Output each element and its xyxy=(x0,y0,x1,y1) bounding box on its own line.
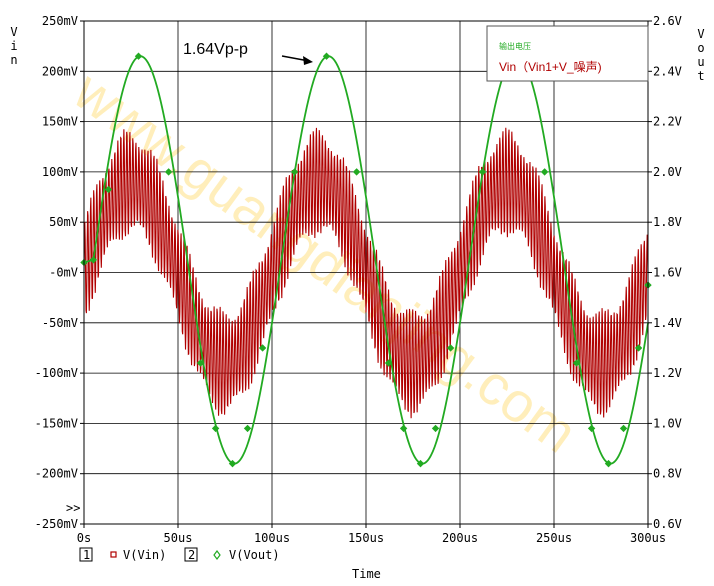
x-tick-label: 300us xyxy=(630,531,666,545)
x-axis-label: Time xyxy=(352,567,381,581)
vout-point xyxy=(89,256,98,264)
x-tick-label: 150us xyxy=(348,531,384,545)
vout-point xyxy=(446,344,455,352)
inset-legend: 输出电压 Vin（Vin1+V_噪声) xyxy=(486,25,649,82)
right-tick-label: 2.6V xyxy=(653,14,682,28)
left-tick-label: 200mV xyxy=(42,64,78,78)
series-vin xyxy=(83,127,649,419)
annotation-arrow xyxy=(281,55,313,65)
left-tick-label: -150mV xyxy=(35,416,78,430)
right-tick-label: 2.4V xyxy=(653,64,682,78)
vout-point xyxy=(164,168,173,176)
legend-index-box-1 xyxy=(79,547,93,562)
vout-point xyxy=(572,359,581,367)
legend-marker-vin xyxy=(110,551,117,558)
vin-line xyxy=(83,127,649,419)
right-tick-label: 2.0V xyxy=(653,165,682,179)
vout-point xyxy=(134,52,143,60)
right-tick-label: 1.0V xyxy=(653,416,682,430)
bottom-legend: 1 V(Vin) 2 V(Vout) xyxy=(79,547,280,562)
vout-point xyxy=(228,459,237,468)
right-tick-label: 1.6V xyxy=(653,266,682,280)
left-tick-label: -0mV xyxy=(49,266,78,280)
left-tick-label: 150mV xyxy=(42,115,78,129)
x-tick-label: 0s xyxy=(77,531,91,545)
vout-point xyxy=(384,359,393,367)
vout-point xyxy=(104,185,113,194)
vout-point xyxy=(243,424,252,433)
right-tick-label: 2.2V xyxy=(653,115,682,129)
vout-point xyxy=(399,424,408,433)
left-tick-label: 100mV xyxy=(42,165,78,179)
vout-point xyxy=(587,424,596,433)
grid xyxy=(84,21,648,524)
right-tick-label: 0.8V xyxy=(653,467,682,481)
vout-point xyxy=(196,359,205,367)
right-tick-label: 1.8V xyxy=(653,215,682,229)
x-tick-label: 200us xyxy=(442,531,478,545)
right-tick-label: 0.6V xyxy=(653,517,682,531)
vout-point xyxy=(431,424,440,433)
left-tick-label: 50mV xyxy=(49,215,78,229)
vout-point xyxy=(258,344,267,352)
vout-point xyxy=(211,424,220,433)
right-tick-label: 1.4V xyxy=(653,316,682,330)
inset-legend-line2: Vin（Vin1+V_噪声) xyxy=(499,60,602,74)
left-tick-label: -250mV xyxy=(35,517,78,531)
legend-index-2: 2 xyxy=(188,548,195,562)
vout-point xyxy=(540,168,549,176)
watermark: www.guangdianjing.com xyxy=(62,58,588,465)
vout-line xyxy=(83,55,649,465)
x-tick-label: 100us xyxy=(254,531,290,545)
vout-point xyxy=(416,459,425,468)
vout-point xyxy=(619,424,628,433)
vout-point xyxy=(634,344,643,352)
left-tick-label: -100mV xyxy=(35,366,78,380)
scroll-marker[interactable]: >> xyxy=(66,501,80,515)
annotation-label: 1.64Vp-p xyxy=(183,41,248,58)
legend-index-1: 1 xyxy=(83,548,90,562)
vout-point xyxy=(290,168,299,176)
left-tick-label: -50mV xyxy=(42,316,78,330)
legend-marker-vout xyxy=(213,550,221,560)
left-tick-label: -200mV xyxy=(35,467,78,481)
legend-label-vin: V(Vin) xyxy=(123,548,166,562)
vout-point xyxy=(478,168,487,176)
x-tick-label: 250us xyxy=(536,531,572,545)
series-vout xyxy=(83,55,649,465)
right-tick-label: 1.2V xyxy=(653,366,682,380)
inset-legend-line1: 输出电压 xyxy=(499,41,531,51)
vout-point xyxy=(322,52,331,60)
legend-label-vout: V(Vout) xyxy=(229,548,280,562)
legend-index-box-2 xyxy=(184,547,198,562)
vout-point xyxy=(604,459,613,468)
left-tick-label: 250mV xyxy=(42,14,78,28)
vout-point xyxy=(352,168,361,176)
x-tick-label: 50us xyxy=(164,531,193,545)
